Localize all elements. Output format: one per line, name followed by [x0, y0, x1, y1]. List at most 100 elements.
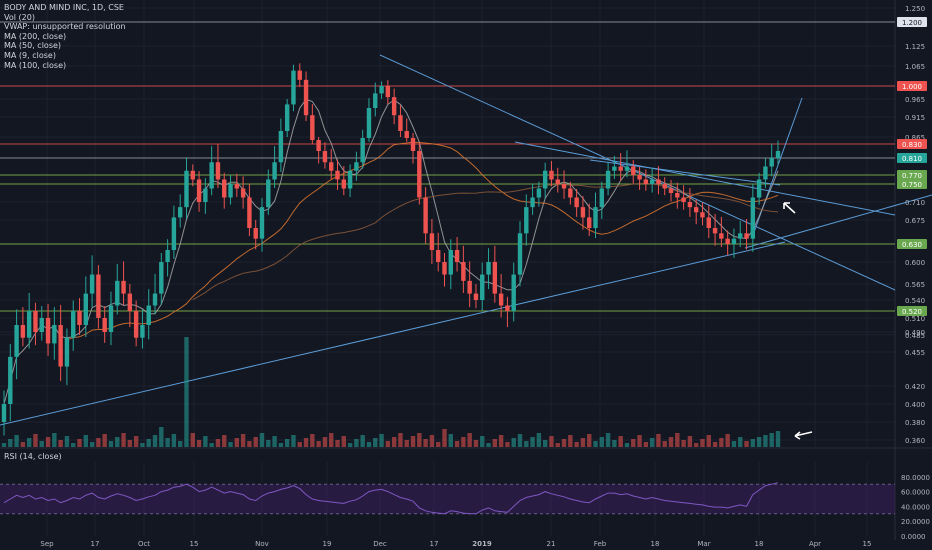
volume-bar-71	[448, 434, 453, 447]
candle-body-2	[14, 325, 19, 357]
horizontal-levels	[0, 21, 895, 312]
candle-body-121	[763, 166, 768, 180]
volume-bar-26	[165, 438, 170, 447]
volume-bar-0	[1, 443, 7, 447]
volume-bar-100	[631, 439, 636, 447]
volume-bar-43	[272, 436, 277, 447]
volume-bar-12	[77, 439, 82, 447]
candle-body-87	[549, 170, 554, 180]
candle-body-49	[310, 115, 315, 140]
candle-body-10	[64, 337, 70, 367]
candle-body-103	[649, 179, 655, 184]
candle-body-61	[385, 86, 391, 98]
volume-bar-109	[687, 436, 693, 447]
volume-bar-22	[140, 443, 145, 447]
candle-body-116	[731, 238, 737, 244]
candle-body-105	[662, 184, 667, 189]
rsi-line	[3, 482, 779, 515]
candle-body-17	[108, 305, 114, 332]
volume-bar-5	[33, 434, 38, 447]
volume-bar-94	[593, 441, 598, 447]
price-tick-0.455: 0.455	[905, 349, 925, 357]
time-tick-10: Feb	[594, 540, 607, 548]
volume-bar-59	[373, 438, 378, 447]
volume-bar-113	[712, 442, 718, 447]
volume-bar-62	[391, 437, 397, 447]
time-tick-1: 17	[91, 540, 100, 548]
volume-bar-87	[549, 436, 554, 447]
trendline-5	[589, 159, 781, 186]
candle-body-43	[272, 162, 277, 180]
candle-body-120	[756, 179, 762, 198]
candle-body-11	[71, 311, 76, 338]
volume-bar-48	[303, 438, 309, 447]
volume-bar-18	[115, 437, 120, 447]
candle-body-69	[435, 250, 441, 262]
volume-bar-32	[203, 436, 208, 447]
time-tick-14: Apr	[809, 540, 821, 548]
volume-bar-53	[335, 440, 340, 447]
candle-body-104	[656, 179, 661, 184]
rsi-tick-20.0000: 20.0000	[901, 518, 930, 526]
level-tag-text-0.770: 0.770	[902, 172, 922, 180]
candle-body-15	[96, 274, 101, 318]
candle-body-113	[712, 228, 718, 234]
volume-bar-80	[505, 442, 510, 447]
level-tag-0.770	[897, 170, 927, 180]
rsi-tick-40.0000: 40.0000	[901, 503, 930, 511]
candle-body-3	[20, 325, 26, 338]
candle-body-32	[203, 188, 208, 202]
time-tick-15: 15	[863, 540, 872, 548]
volume-bar-97	[612, 440, 617, 447]
level-tag-text-0.750: 0.750	[902, 181, 922, 189]
volume-bar-28	[177, 441, 183, 447]
candle-body-71	[448, 250, 453, 275]
candle-body-106	[668, 188, 674, 193]
candle-body-50	[316, 140, 321, 151]
time-axis[interactable]: Sep 17 Oct 15 Nov 19 Dec 17 2019 21 Feb 18 Mar 18 Apr 1…	[40, 540, 871, 548]
candle-body-122	[769, 158, 774, 167]
legend-vol: Vol (20)	[4, 12, 35, 22]
candle-body-57	[360, 138, 365, 163]
volume-bar-56	[354, 439, 359, 447]
candle-body-46	[291, 70, 296, 105]
candle-body-80	[505, 305, 510, 311]
volume-bar-58	[366, 442, 372, 447]
time-tick-6: Dec	[373, 540, 387, 548]
candle-body-70	[442, 262, 447, 275]
volume-bar-3	[20, 442, 26, 447]
volume-bar-79	[498, 435, 504, 447]
volume-bar-83	[524, 441, 529, 447]
volume-bar-54	[341, 436, 347, 447]
price-tick-0.675: 0.675	[905, 217, 925, 225]
candle-body-7	[45, 318, 51, 344]
level-tag-text-0.830: 0.830	[902, 141, 922, 149]
candle-body-51	[322, 151, 328, 163]
candle-body-88	[555, 179, 560, 184]
volume-bar-41	[259, 433, 265, 447]
volume-bar-39	[247, 441, 252, 447]
candle-body-5	[33, 311, 38, 332]
volume-bar-68	[429, 435, 435, 447]
candle-body-108	[681, 197, 686, 202]
legend-ma50: MA (50, close)	[4, 41, 62, 51]
level-tag-0.830	[897, 139, 927, 149]
candle-body-98	[618, 166, 623, 171]
volume-bar-74	[467, 433, 472, 447]
candle-body-27	[171, 217, 177, 250]
volume-bar-69	[435, 442, 441, 447]
volume-bar-24	[152, 435, 158, 447]
volume-bar-95	[599, 437, 605, 447]
volume-bar-96	[605, 433, 611, 447]
volume-bar-6	[39, 441, 44, 447]
time-tick-0: Sep	[40, 540, 54, 548]
volume-bar-85	[536, 433, 542, 447]
candle-body-25	[159, 262, 164, 294]
candle-body-93	[587, 217, 592, 228]
candle-body-6	[39, 318, 44, 332]
candle-body-119	[750, 197, 756, 239]
candle-body-18	[115, 280, 120, 306]
